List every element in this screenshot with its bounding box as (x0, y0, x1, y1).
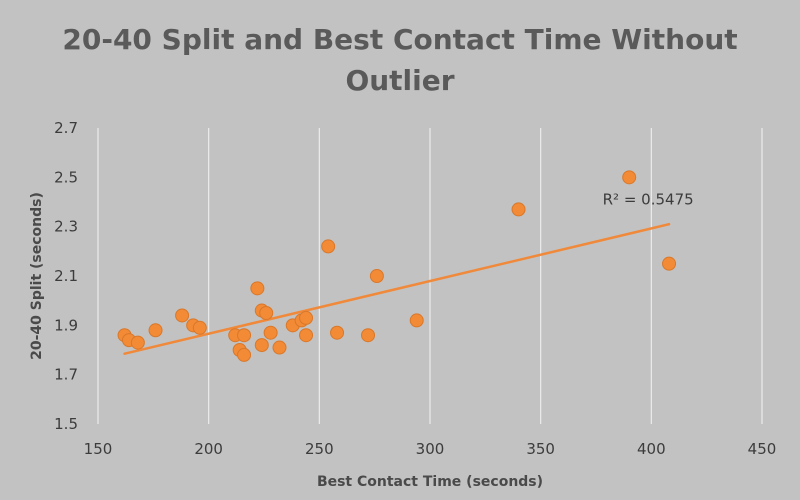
data-point-19 (299, 310, 314, 325)
data-point-11 (250, 281, 265, 296)
data-point-25 (409, 313, 424, 328)
trendline-layer (123, 222, 671, 355)
data-point-13 (259, 306, 274, 320)
data-point-6 (192, 320, 207, 335)
x-tick-label-3: 300 (416, 440, 445, 458)
y-tick-label-4: 2.3 (54, 218, 78, 236)
data-point-14 (254, 338, 269, 353)
data-point-28 (662, 256, 677, 271)
x-tick-labels: 150 200 250 300 350 400 450 (84, 440, 777, 458)
y-tick-label-5: 2.5 (54, 168, 78, 186)
x-tick-label-4: 350 (526, 440, 555, 458)
y-axis-title: 20-40 Split (seconds) (29, 192, 45, 360)
data-point-10 (237, 347, 252, 362)
data-point-2 (130, 335, 145, 350)
data-points (117, 170, 677, 362)
x-tick-label-1: 200 (194, 440, 223, 458)
y-tick-label-1: 1.7 (54, 366, 78, 384)
y-tick-label-6: 2.7 (54, 119, 78, 137)
x-tick-label-5: 400 (637, 440, 666, 458)
trendline (123, 222, 671, 355)
data-point-24 (369, 269, 384, 283)
data-point-15 (263, 325, 278, 340)
y-tick-label-2: 1.9 (54, 316, 78, 334)
data-point-9 (237, 328, 252, 343)
x-tick-label-2: 250 (305, 440, 334, 458)
chart-title-line-1: 20-40 Split and Best Contact Time Withou… (62, 23, 737, 56)
chart-title-line-2: Outlier (345, 64, 454, 97)
x-tick-label-0: 150 (84, 440, 113, 458)
data-point-27 (622, 170, 637, 185)
data-point-26 (511, 202, 526, 217)
grid-lines (97, 128, 763, 424)
data-point-22 (330, 325, 345, 340)
y-tick-labels: 1.5 1.7 1.9 2.1 2.3 2.5 2.7 (54, 119, 78, 433)
data-point-3 (148, 323, 163, 338)
r-squared-label: R² = 0.5475 (603, 190, 694, 208)
data-point-21 (321, 239, 336, 254)
y-tick-label-0: 1.5 (54, 415, 78, 433)
data-point-23 (361, 328, 376, 343)
data-point-20 (299, 328, 314, 343)
y-tick-label-3: 2.1 (54, 267, 78, 285)
data-point-4 (175, 308, 190, 323)
data-point-16 (272, 340, 287, 355)
x-tick-label-6: 450 (748, 440, 777, 458)
x-axis-title: Best Contact Time (seconds) (317, 474, 543, 490)
